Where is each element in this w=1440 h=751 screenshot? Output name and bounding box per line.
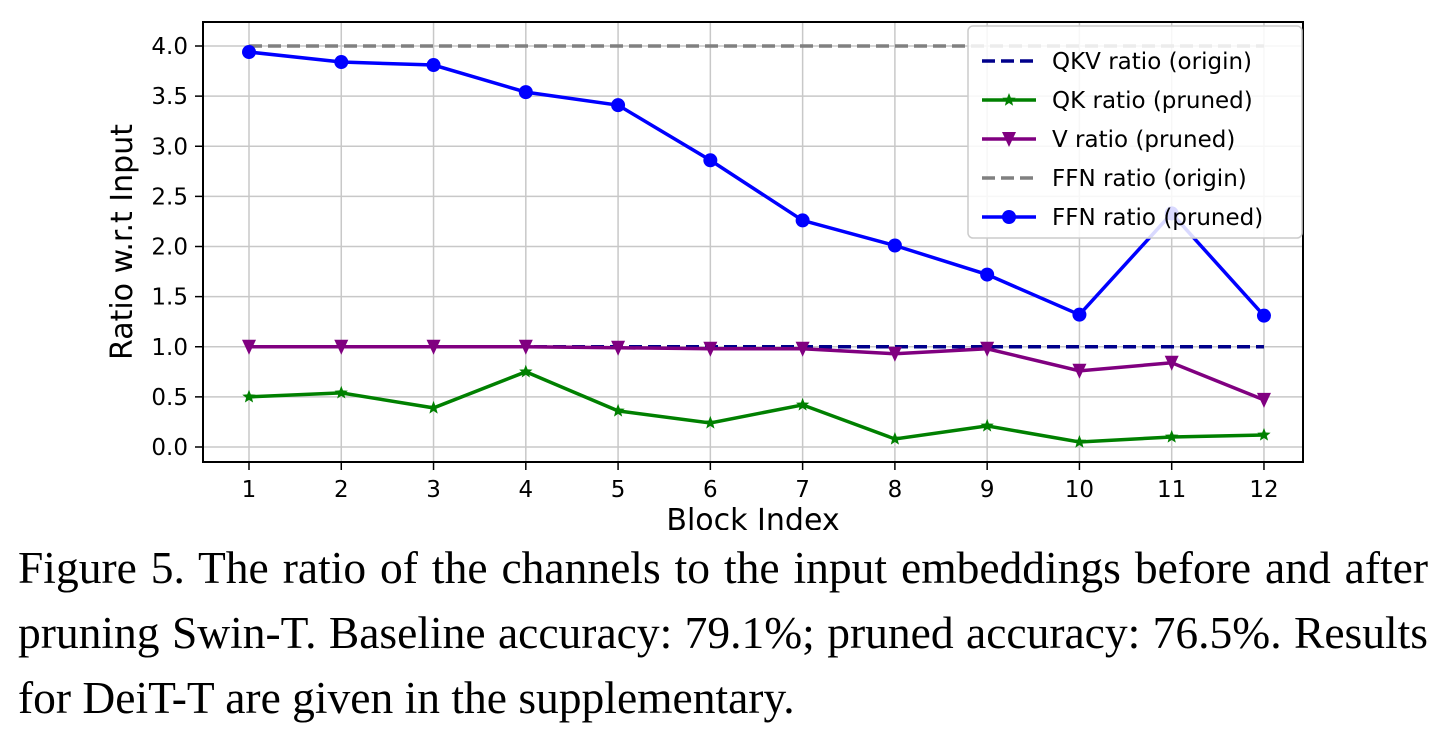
y-tick-label: 2.5 (151, 184, 188, 210)
series-line (248, 50, 1266, 317)
data-point (795, 213, 810, 228)
data-point (611, 340, 626, 356)
x-tick-label: 3 (426, 477, 441, 503)
data-point (334, 339, 349, 355)
data-point (242, 339, 256, 355)
x-tick-label: 4 (518, 477, 533, 503)
data-point (887, 238, 902, 253)
series-line (249, 345, 1265, 402)
data-point (980, 341, 995, 357)
series-ffn-ratio-pruned (242, 45, 1271, 323)
data-point (1256, 392, 1271, 408)
y-tick-label: 3.0 (151, 134, 188, 160)
x-tick-label: 12 (1249, 477, 1278, 503)
data-point (426, 400, 441, 414)
data-point (1002, 132, 1016, 147)
y-tick-label: 0.0 (151, 435, 188, 461)
x-tick-label: 6 (703, 477, 718, 503)
y-tick-label: 0.5 (151, 385, 188, 411)
data-point (611, 98, 626, 113)
x-tick-label: 10 (1065, 477, 1094, 503)
data-point (980, 418, 994, 432)
figure-caption: Figure 5. The ratio of the channels to t… (18, 542, 1428, 723)
data-point (334, 385, 348, 399)
x-tick-label: 1 (242, 477, 257, 503)
data-point (242, 45, 256, 60)
series-line (248, 369, 1265, 444)
x-tick-label: 5 (611, 477, 626, 503)
x-tick-label: 2 (334, 477, 349, 503)
data-point (426, 58, 441, 73)
data-point (1072, 307, 1087, 322)
legend-label: FFN ratio (pruned) (1052, 205, 1263, 231)
data-point (887, 346, 902, 362)
data-point (519, 364, 533, 378)
data-point (518, 339, 533, 355)
data-point (980, 267, 995, 282)
legend-item: V ratio (pruned) (982, 127, 1235, 153)
y-tick-label: 2.0 (151, 235, 188, 261)
plot-frame (202, 21, 1304, 463)
data-point (1002, 93, 1016, 106)
data-point (1164, 355, 1179, 371)
legend-box (967, 25, 1303, 239)
legend-label: QK ratio (pruned) (1052, 88, 1253, 114)
data-point (703, 341, 718, 357)
data-point (611, 403, 625, 417)
y-axis-label: Ratio w.r.t Input (105, 124, 140, 360)
data-point (242, 389, 256, 403)
x-tick-label: 7 (795, 477, 810, 503)
data-point (1002, 210, 1016, 224)
data-point (1072, 363, 1087, 379)
y-tick-label: 1.0 (151, 335, 188, 361)
data-point (888, 432, 902, 445)
data-point (334, 55, 349, 70)
legend-item: QKV ratio (origin) (982, 49, 1252, 75)
legend-item: QK ratio (pruned) (982, 88, 1253, 114)
legend-item: FFN ratio (pruned) (982, 205, 1263, 231)
legend-label: FFN ratio (origin) (1052, 166, 1247, 192)
legend: QKV ratio (origin) QK ratio (pruned) V rat… (967, 25, 1303, 239)
legend-label: QKV ratio (origin) (1052, 49, 1252, 75)
data-point (1256, 308, 1271, 323)
data-point (1257, 428, 1271, 441)
data-point (703, 153, 718, 168)
data-point (795, 341, 810, 357)
data-point (703, 415, 717, 429)
data-point (796, 397, 810, 411)
data-point (518, 85, 533, 100)
series-qk-ratio-pruned (242, 364, 1271, 448)
line-chart: 1 2 3 4 5 6 7 8 9 10 11 120.00.51.01.52.02.53.03.54… (105, 21, 1304, 530)
y-tick-label: 4.0 (151, 34, 188, 60)
x-tick-label: 11 (1157, 477, 1186, 503)
data-point (1072, 435, 1087, 448)
x-tick-label: 9 (980, 477, 995, 503)
y-tick-label: 1.5 (151, 285, 188, 311)
legend-item: FFN ratio (origin) (982, 166, 1247, 192)
data-point (426, 339, 441, 355)
y-tick-label: 3.5 (151, 84, 188, 110)
series-v-ratio-pruned (242, 339, 1271, 408)
x-tick-label: 8 (888, 477, 903, 503)
x-axis-label: Block Index (666, 503, 839, 530)
data-point (1165, 430, 1179, 443)
legend-label: V ratio (pruned) (1052, 127, 1235, 153)
